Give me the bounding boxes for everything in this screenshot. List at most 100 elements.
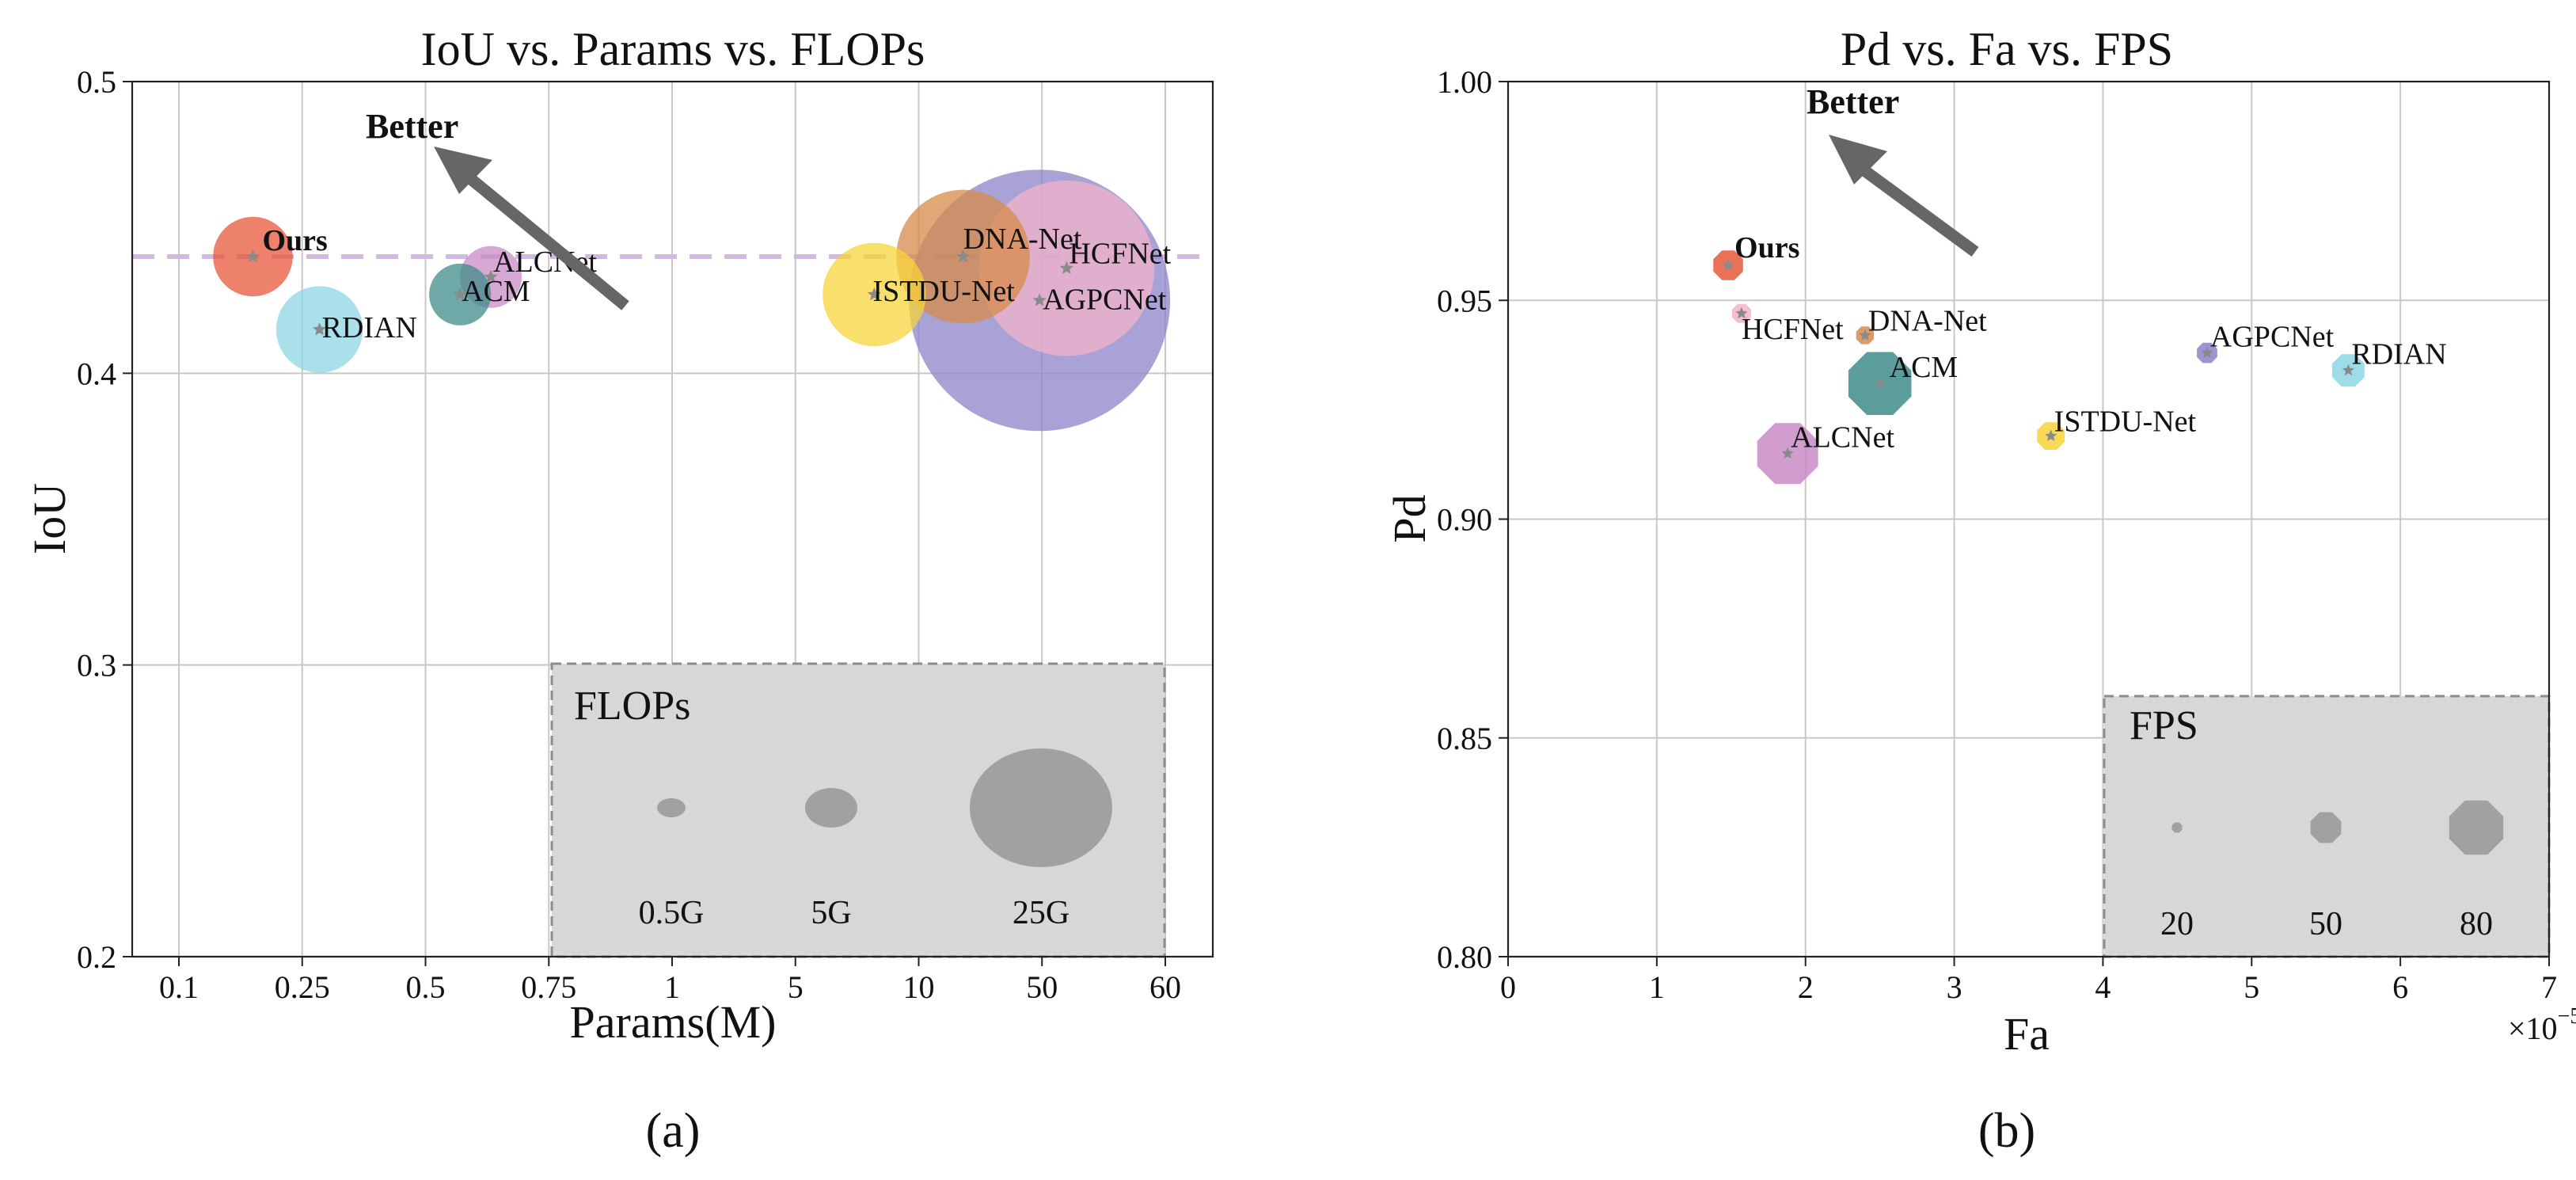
markers-a	[245, 249, 1073, 336]
legend-symbol-a	[970, 748, 1112, 867]
y-tick-label: 0.85	[1437, 721, 1492, 756]
label-acm: ACM	[462, 275, 530, 308]
better-annotation-b: Better	[1807, 82, 1899, 121]
x-multiplier-base: ×10	[2508, 1011, 2558, 1046]
legend-title-b: FPS	[2130, 703, 2198, 748]
marker-hcfnet	[1735, 306, 1748, 319]
label-istdu-net: ISTDU-Net	[2054, 405, 2197, 439]
x-tick-label: 5	[788, 969, 804, 1005]
axes-frame-a	[131, 80, 1214, 958]
legend-title-a: FLOPs	[574, 683, 690, 729]
arrow-head-b	[1829, 135, 1887, 185]
marker-dna-net	[956, 249, 971, 263]
y-tick-label: 0.95	[1437, 283, 1492, 318]
marker-ours	[1722, 259, 1734, 271]
marker-istdu-net	[2045, 429, 2057, 441]
x-tick-label: 0.25	[275, 969, 330, 1005]
x-tick-label: 50	[1026, 969, 1058, 1005]
label-agpcnet: AGPCNet	[2210, 321, 2335, 354]
y-tick-label: 0.4	[77, 356, 116, 391]
y-axis-label-b: Pd	[1384, 494, 1435, 542]
y-axis-label-a: IoU	[24, 483, 75, 554]
label-acm: ACM	[1890, 351, 1959, 384]
x-tick-label: 0.5	[406, 969, 446, 1005]
x-multiplier-exponent: −5	[2558, 1004, 2576, 1029]
x-tick-label: 2	[1798, 969, 1814, 1005]
legend-label-a: 5G	[811, 895, 851, 931]
marker-agpcnet	[2201, 346, 2213, 358]
marker-acm	[453, 287, 467, 301]
y-tick-label: 0.5	[77, 64, 116, 100]
y-tick-label: 0.80	[1437, 939, 1492, 975]
marker-rdian	[2342, 364, 2354, 376]
label-rdian: RDIAN	[2351, 338, 2446, 371]
legend-symbol-b	[2171, 822, 2183, 833]
arrow-head-a	[434, 147, 492, 194]
arrow-shaft-a	[463, 171, 629, 310]
x-axis-label-b: Fa	[2004, 1008, 2050, 1060]
legend-label-b: 20	[2160, 906, 2194, 942]
label-rdian: RDIAN	[322, 311, 417, 344]
point-labels-b: Ours HCFNet DNA-Net ACM ALCNet AGPCNet RDIAN IS…	[1734, 231, 2447, 455]
fps-legend: FPS 20 50 80	[2130, 703, 2504, 942]
label-alcnet: ALCNet	[1791, 421, 1894, 455]
marker-alcnet	[484, 269, 498, 284]
better-arrow-a	[434, 147, 629, 310]
marker-dna-net	[1859, 329, 1871, 341]
x-tick-label: 0	[1500, 969, 1516, 1005]
y-tick-label: 0.90	[1437, 502, 1492, 538]
x-tick-label: 3	[1947, 969, 1962, 1005]
y-tick-label: 0.3	[77, 648, 116, 683]
x-tick-label: 5	[2244, 969, 2259, 1005]
label-istdu-net: ISTDU-Net	[872, 275, 1015, 308]
better-annotation-a: Better	[366, 107, 458, 146]
ticks-b: 0 1 2 3 4 5 6 7 0.80 0.85 0.90 0.95 1.00	[1437, 64, 2557, 1005]
legend-symbol-a	[657, 798, 686, 817]
y-tick-label: 0.2	[77, 939, 116, 975]
x-axis-label-a: Params(M)	[570, 996, 777, 1048]
point-labels-a: OursALCNetACMRDIANDNA-NetISTDU-NetHCFNet…	[262, 223, 1171, 344]
x-tick-label: 1	[1649, 969, 1665, 1005]
x-tick-label: 10	[903, 969, 935, 1005]
marker-hcfnet	[1059, 261, 1073, 274]
legend-label-a: 25G	[1013, 895, 1070, 931]
y-tick-label: 1.00	[1437, 64, 1492, 100]
chart-title-b: Pd vs. Fa vs. FPS	[1841, 23, 2173, 75]
label-hcfnet: HCFNet	[1742, 313, 1844, 346]
x-tick-label: 0.1	[159, 969, 199, 1005]
marker-rdian	[313, 322, 327, 336]
label-dna-net: DNA-Net	[963, 223, 1082, 256]
legend-label-b: 80	[2460, 906, 2493, 942]
caption-b: (b)	[1978, 1104, 2035, 1158]
marker-ours	[245, 249, 260, 263]
x-tick-label: 1	[664, 969, 680, 1005]
ticks-a: 0.1 0.25 0.5 0.75 1 5 10 50 60 0.2 0.3 0.4 0.5	[77, 64, 1181, 1005]
caption-a: (a)	[646, 1104, 701, 1158]
marker-agpcnet	[1032, 293, 1047, 306]
label-ours: Ours	[262, 224, 327, 257]
x-tick-label: 6	[2392, 969, 2408, 1005]
legend-symbol-b	[2449, 800, 2504, 855]
better-arrow-b	[1829, 135, 1979, 257]
marker-acm	[1874, 377, 1886, 389]
legend-label-b: 50	[2309, 906, 2342, 942]
legend-symbol-b	[2310, 812, 2342, 843]
label-hcfnet: HCFNet	[1069, 238, 1171, 271]
markers-b	[1722, 259, 2354, 459]
axes-frame-b	[1506, 80, 2551, 958]
chart-title-a: IoU vs. Params vs. FLOPs	[421, 23, 925, 75]
flops-legend: FLOPs 0.5G 5G 25G	[574, 683, 1112, 931]
x-tick-label: 0.75	[521, 969, 576, 1005]
x-tick-label: 7	[2541, 969, 2557, 1005]
marker-istdu-net	[867, 287, 881, 301]
label-agpcnet: AGPCNet	[1043, 283, 1167, 316]
legend-symbol-a	[805, 788, 857, 828]
marker-alcnet	[1781, 447, 1794, 459]
label-dna-net: DNA-Net	[1868, 304, 1987, 337]
label-ours: Ours	[1734, 231, 1799, 265]
x-tick-label: 4	[2095, 969, 2111, 1005]
